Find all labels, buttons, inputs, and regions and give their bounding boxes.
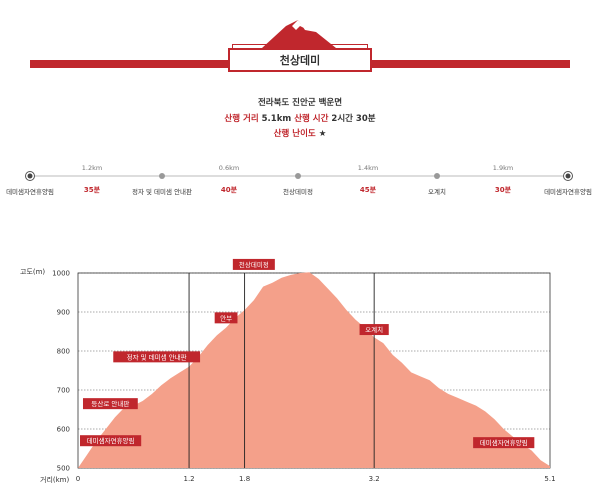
location-text: 전라북도 진안군 백운면 xyxy=(257,98,343,108)
annotation-label: 등산로 안내판 xyxy=(91,399,129,408)
annotation-label: 천상데미정 xyxy=(239,260,269,269)
annotation-label: 오계치 xyxy=(365,325,383,334)
y-tick-label: 500 xyxy=(57,465,70,473)
segment-distance: 1.2km xyxy=(81,164,103,172)
annotation-box xyxy=(232,258,275,270)
segment-distance: 1.9km xyxy=(492,164,514,172)
annotation-box xyxy=(113,351,201,363)
annotation-box xyxy=(80,435,142,447)
x-tick-label: 1.8 xyxy=(239,475,250,483)
time-value: 2시간 30분 xyxy=(331,114,376,124)
segment-time: 30분 xyxy=(494,186,512,194)
difficulty-row: 산행 난이도 ★ xyxy=(0,127,600,139)
x-tick-label: 1.2 xyxy=(183,475,194,483)
time-label: 산행 시간 xyxy=(294,114,329,124)
difficulty-label: 산행 난이도 xyxy=(273,129,316,139)
route-stop-label: 천상데미정 xyxy=(283,188,313,196)
annotation-label: 정자 및 데미샘 안내판 xyxy=(127,352,187,361)
page-title: 천상데미 xyxy=(228,48,372,72)
banner-bar-right xyxy=(372,60,570,68)
x-tick-label: 5.1 xyxy=(544,475,555,483)
banner-bar-left xyxy=(30,60,228,68)
y-tick-label: 1000 xyxy=(52,270,70,278)
annotation-label: 데미샘자연휴양림 xyxy=(87,436,135,445)
distance-label: 산행 거리 xyxy=(224,114,259,124)
route-stop-dot xyxy=(159,173,165,179)
difficulty-stars: ★ xyxy=(318,129,327,139)
x-axis-label: 거리(km) xyxy=(40,475,69,484)
segment-distance: 1.4km xyxy=(357,164,379,172)
annotation-label: 안부 xyxy=(220,313,232,322)
x-tick-label: 3.2 xyxy=(369,475,380,483)
trip-summary: 산행 거리 5.1km 산행 시간 2시간 30분 xyxy=(0,112,600,124)
y-tick-label: 600 xyxy=(57,426,70,434)
route-stop-dot xyxy=(565,173,571,179)
y-tick-label: 800 xyxy=(57,348,70,356)
mountain-icon xyxy=(262,20,336,48)
segment-time: 35분 xyxy=(83,186,101,194)
y-axis-label: 고도(m) xyxy=(20,268,45,276)
banner-graphic xyxy=(30,20,570,68)
distance-value: 5.1km xyxy=(261,114,292,124)
segment-distance: 0.6km xyxy=(218,164,240,172)
annotation-label: 데미샘자연휴양림 xyxy=(480,438,528,447)
route-stop-label: 정자 및 데미샘 안내판 xyxy=(131,188,193,196)
mountain-snow-icon xyxy=(292,20,304,30)
annotation-box xyxy=(214,312,238,324)
route-stop-label: 오계치 xyxy=(428,188,446,196)
route-stop-label: 데미샘자연휴양림 xyxy=(544,188,592,196)
annotation-box xyxy=(473,437,535,449)
annotation-box xyxy=(359,324,389,336)
route-stop-dot xyxy=(434,173,440,179)
route-line xyxy=(25,171,573,181)
segment-time: 45분 xyxy=(359,186,377,194)
y-tick-label: 700 xyxy=(57,387,70,395)
route-stop-dot xyxy=(27,173,33,179)
route-stop-label: 데미샘자연휴양림 xyxy=(6,188,54,196)
elevation-area xyxy=(78,272,550,468)
route-stop-dot xyxy=(295,173,301,179)
x-tick-label: 0 xyxy=(76,475,80,483)
annotation-box xyxy=(82,398,138,410)
y-tick-label: 900 xyxy=(57,309,70,317)
segment-time: 40분 xyxy=(220,186,238,194)
